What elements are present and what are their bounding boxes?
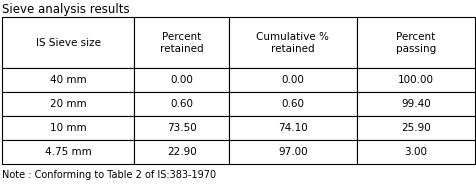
Text: 20 mm: 20 mm: [50, 99, 86, 109]
Bar: [134, 116, 228, 140]
Bar: [356, 17, 474, 68]
Text: 74.10: 74.10: [278, 123, 307, 133]
Text: 0.00: 0.00: [170, 75, 193, 85]
Text: 73.50: 73.50: [167, 123, 196, 133]
Text: 25.90: 25.90: [400, 123, 430, 133]
Bar: [134, 68, 228, 92]
Bar: [2, 92, 134, 116]
Bar: [228, 68, 356, 92]
Text: Sieve analysis results: Sieve analysis results: [2, 2, 129, 15]
Bar: [134, 140, 228, 164]
Text: Note : Conforming to Table 2 of IS:383-1970: Note : Conforming to Table 2 of IS:383-1…: [2, 170, 216, 180]
Bar: [228, 116, 356, 140]
Text: Percent
retained: Percent retained: [159, 32, 203, 54]
Text: 4.75 mm: 4.75 mm: [45, 147, 91, 157]
Text: IS Sieve size: IS Sieve size: [36, 38, 100, 48]
Bar: [2, 68, 134, 92]
Bar: [356, 92, 474, 116]
Text: 99.40: 99.40: [400, 99, 430, 109]
Text: 0.60: 0.60: [170, 99, 193, 109]
Bar: [356, 68, 474, 92]
Bar: [134, 17, 228, 68]
Text: 22.90: 22.90: [167, 147, 196, 157]
Bar: [356, 116, 474, 140]
Text: 100.00: 100.00: [397, 75, 433, 85]
Bar: [228, 92, 356, 116]
Text: 40 mm: 40 mm: [50, 75, 86, 85]
Bar: [134, 92, 228, 116]
Text: Percent
passing: Percent passing: [395, 32, 435, 54]
Text: 0.00: 0.00: [281, 75, 304, 85]
Bar: [228, 140, 356, 164]
Text: 3.00: 3.00: [404, 147, 426, 157]
Bar: [2, 17, 134, 68]
Text: 97.00: 97.00: [278, 147, 307, 157]
Text: Cumulative %
retained: Cumulative % retained: [256, 32, 328, 54]
Text: 10 mm: 10 mm: [50, 123, 86, 133]
Bar: [228, 17, 356, 68]
Bar: [356, 140, 474, 164]
Text: 0.60: 0.60: [281, 99, 304, 109]
Bar: [2, 116, 134, 140]
Bar: [2, 140, 134, 164]
